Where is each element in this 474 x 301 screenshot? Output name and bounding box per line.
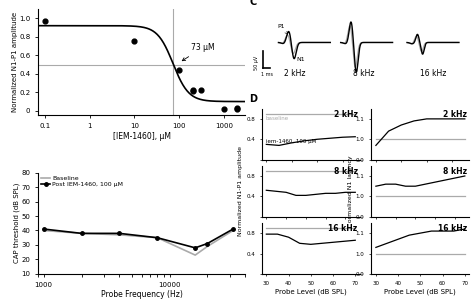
Baseline xyxy=(79,231,84,235)
Point xyxy=(131,39,138,44)
Baseline xyxy=(155,236,160,240)
Y-axis label: CAP threshold (dB SPL): CAP threshold (dB SPL) xyxy=(13,183,20,263)
Post IEM-1460, 100 μM xyxy=(230,227,236,231)
X-axis label: Probe Level (dB SPL): Probe Level (dB SPL) xyxy=(275,289,346,295)
Text: iem-1460, 100 μM: iem-1460, 100 μM xyxy=(266,139,316,144)
Y-axis label: Normalized N1 latency: Normalized N1 latency xyxy=(348,156,353,227)
Post IEM-1460, 100 μM xyxy=(117,231,122,235)
Point xyxy=(197,88,204,93)
Text: 2 kHz: 2 kHz xyxy=(334,110,358,119)
X-axis label: [IEM-1460], μM: [IEM-1460], μM xyxy=(113,132,171,141)
Post IEM-1460, 100 μM xyxy=(155,236,160,240)
Legend: Baseline, Post IEM-1460, 100 μM: Baseline, Post IEM-1460, 100 μM xyxy=(41,176,123,188)
Baseline xyxy=(117,233,122,237)
Text: 50 μV: 50 μV xyxy=(254,56,259,70)
Text: 2 kHz: 2 kHz xyxy=(284,69,306,78)
Point xyxy=(220,107,228,111)
Text: 16 kHz: 16 kHz xyxy=(420,69,446,78)
Text: 2 kHz: 2 kHz xyxy=(443,110,467,119)
Post IEM-1460, 100 μM xyxy=(192,246,198,250)
Text: 16 kHz: 16 kHz xyxy=(328,224,358,233)
Post IEM-1460, 100 μM xyxy=(205,242,210,245)
X-axis label: Probe Frequency (Hz): Probe Frequency (Hz) xyxy=(100,290,182,299)
Text: C: C xyxy=(249,0,257,7)
Text: 8 kHz: 8 kHz xyxy=(443,167,467,176)
Text: 8 kHz: 8 kHz xyxy=(334,167,358,176)
Baseline xyxy=(230,229,236,232)
Line: Post IEM-1460, 100 μM: Post IEM-1460, 100 μM xyxy=(42,227,235,250)
Y-axis label: Normalized N1-P1 amplitude: Normalized N1-P1 amplitude xyxy=(12,12,18,112)
Baseline xyxy=(41,229,46,232)
Baseline xyxy=(192,253,198,257)
X-axis label: Probe Level (dB SPL): Probe Level (dB SPL) xyxy=(384,289,456,295)
Point xyxy=(234,107,241,111)
Text: 73 μM: 73 μM xyxy=(182,43,214,61)
Text: baseline: baseline xyxy=(266,116,289,121)
Point xyxy=(189,88,196,93)
Text: P1: P1 xyxy=(278,24,288,34)
Point xyxy=(189,89,196,94)
Text: 8 kHz: 8 kHz xyxy=(353,69,374,78)
Point xyxy=(41,19,49,23)
Baseline xyxy=(205,245,210,248)
Post IEM-1460, 100 μM xyxy=(79,231,84,235)
Text: D: D xyxy=(249,94,257,104)
Text: 1 ms: 1 ms xyxy=(261,72,273,77)
Line: Baseline: Baseline xyxy=(44,231,233,255)
Point xyxy=(234,106,241,110)
Text: 16 kHz: 16 kHz xyxy=(438,224,467,233)
Y-axis label: Normalized N1-P1 amplitude: Normalized N1-P1 amplitude xyxy=(238,146,244,236)
Post IEM-1460, 100 μM xyxy=(41,227,46,231)
Point xyxy=(175,68,183,73)
Text: N1: N1 xyxy=(296,57,305,62)
